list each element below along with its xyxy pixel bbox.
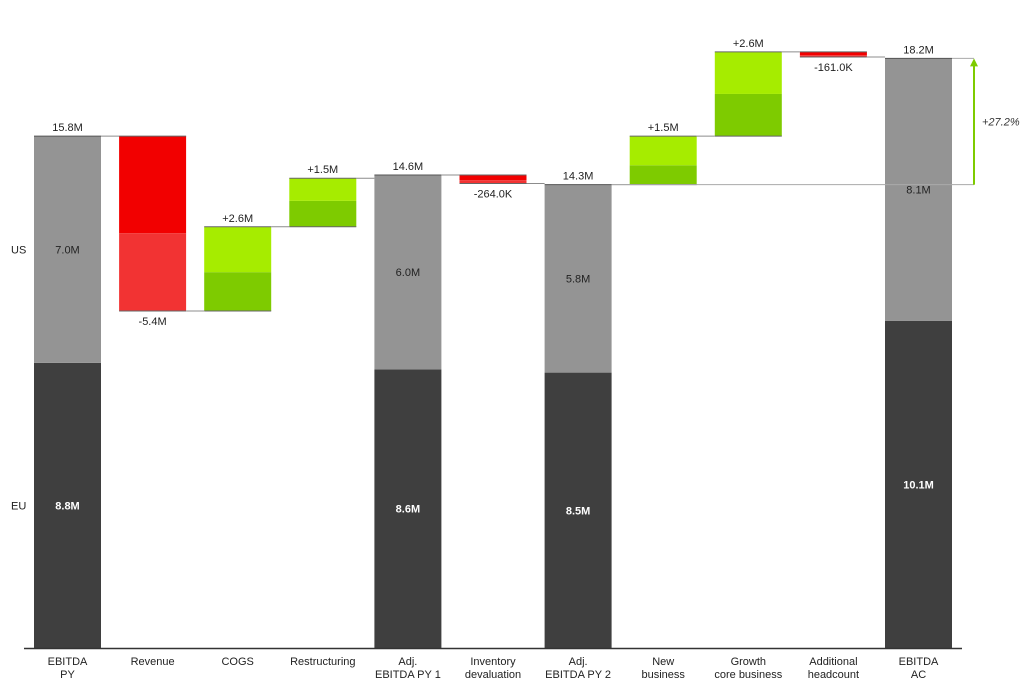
us-segment-label: 8.1M — [906, 185, 930, 197]
category-label: core business — [714, 669, 782, 681]
delta-label: -264.0K — [474, 189, 513, 201]
category-label: EBITDA — [48, 656, 88, 668]
bar-us-segment — [204, 226, 272, 273]
us-segment-label: 5.8M — [566, 274, 590, 286]
bar-eu-segment — [374, 369, 442, 648]
us-segment-label: 7.0M — [55, 244, 79, 256]
eu-segment-label: 8.5M — [566, 505, 590, 517]
category-label: Growth — [731, 656, 766, 668]
delta-label: +1.5M — [648, 122, 679, 134]
delta-label: +1.5M — [307, 164, 338, 176]
category-label: EBITDA — [899, 656, 939, 668]
category-label: New — [652, 656, 674, 668]
total-label: 15.8M — [52, 122, 83, 134]
total-label: 14.6M — [393, 161, 424, 173]
delta-label: +2.6M — [222, 213, 253, 225]
category-label: Revenue — [131, 656, 175, 668]
delta-label: +2.6M — [733, 38, 764, 50]
bar-us-segment — [885, 58, 952, 321]
category-label: headcount — [808, 669, 859, 681]
category-label: EBITDA PY 2 — [545, 669, 611, 681]
delta-label: -5.4M — [139, 316, 167, 328]
category-label: Adj. — [569, 656, 588, 668]
bar-eu-segment — [799, 55, 867, 58]
category-label: AC — [911, 669, 926, 681]
eu-segment-label: 8.8M — [55, 500, 79, 512]
category-label: Adj. — [398, 656, 417, 668]
bar-eu-segment — [289, 200, 357, 227]
bar-us-segment — [34, 136, 101, 363]
total-label: 18.2M — [903, 44, 934, 56]
category-label: PY — [60, 669, 75, 681]
total-label: 14.3M — [563, 171, 594, 183]
bar-us-segment — [799, 51, 867, 56]
category-label: COGS — [221, 656, 253, 668]
bar-us-segment — [714, 51, 782, 94]
delta-label: -161.0K — [814, 62, 853, 74]
bar-us-segment — [629, 136, 697, 166]
eu-segment-label: 10.1M — [903, 479, 934, 491]
bar-us-segment — [374, 174, 442, 370]
legend-us-label: US — [11, 244, 26, 256]
bar-eu-segment — [629, 165, 697, 185]
bar-us-segment — [459, 174, 527, 181]
category-label: EBITDA PY 1 — [375, 669, 441, 681]
bar-us-segment — [119, 136, 187, 234]
category-label: business — [641, 669, 685, 681]
bar-eu-segment — [544, 372, 612, 648]
bar-eu-segment — [459, 180, 527, 184]
bar-us-segment — [289, 178, 357, 201]
category-label: Additional — [809, 656, 857, 668]
legend-eu-label: EU — [11, 500, 26, 512]
delta-arrow-head — [970, 58, 978, 67]
bar-eu-segment — [714, 93, 782, 137]
bar-eu-segment — [204, 272, 272, 312]
category-label: Inventory — [470, 656, 516, 668]
category-label: Restructuring — [290, 656, 355, 668]
bar-eu-segment — [34, 362, 101, 648]
bar-eu-segment — [885, 320, 952, 648]
category-label: devaluation — [465, 669, 521, 681]
us-segment-label: 6.0M — [396, 267, 420, 279]
eu-segment-label: 8.6M — [396, 504, 420, 516]
delta-percent-label: +27.2% — [982, 117, 1020, 129]
bar-us-segment — [544, 184, 612, 373]
bar-eu-segment — [119, 233, 187, 312]
